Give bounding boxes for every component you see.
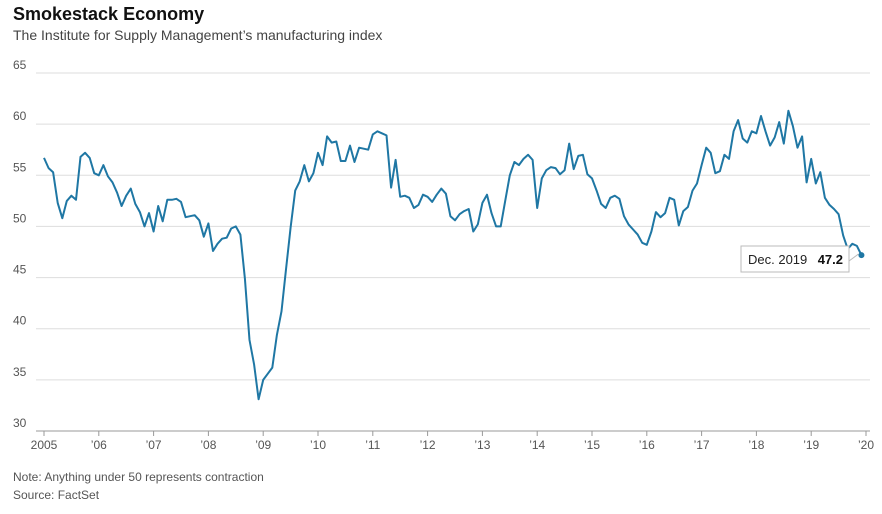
y-tick-label: 40 <box>13 314 27 328</box>
x-tick-label: ’06 <box>91 438 107 452</box>
x-tick-label: ’19 <box>803 438 819 452</box>
footnote: Note: Anything under 50 represents contr… <box>13 470 264 484</box>
source-note: Source: FactSet <box>13 488 100 502</box>
y-tick-label: 45 <box>13 263 27 277</box>
x-tick-label: ’10 <box>310 438 326 452</box>
x-tick-label: ’20 <box>858 438 874 452</box>
chart-title: Smokestack Economy <box>13 4 205 24</box>
x-tick-label: ’09 <box>255 438 271 452</box>
last-value-callout: Dec. 2019 47.2 <box>740 245 859 273</box>
callout-box <box>740 245 850 273</box>
grid-lines <box>36 72 870 432</box>
y-tick-label: 60 <box>13 109 27 123</box>
x-tick-label: ’11 <box>365 438 380 452</box>
x-tick-label: ’14 <box>529 438 545 452</box>
x-tick-label: ’15 <box>584 438 600 452</box>
callout-label: Dec. 2019 <box>748 252 807 267</box>
x-axis-ticks: 2005 ’06 ’07 ’08 ’09 ’10 ’11 ’12 ’13 ’14 ’15 ’16 ’17… <box>31 431 874 452</box>
chart-subtitle: The Institute for Supply Management’s ma… <box>13 27 383 43</box>
x-tick-label: ’08 <box>200 438 216 452</box>
x-tick-label: ’16 <box>639 438 655 452</box>
x-tick-label: 2005 <box>31 438 58 452</box>
y-tick-label: 50 <box>13 211 27 225</box>
x-tick-label: ’07 <box>146 438 162 452</box>
series <box>43 109 865 401</box>
series-line <box>43 109 863 401</box>
y-tick-label: 55 <box>13 160 27 174</box>
y-tick-label: 65 <box>13 58 27 72</box>
y-tick-label: 30 <box>13 416 27 430</box>
callout-leader <box>848 253 859 262</box>
last-point-marker <box>858 252 865 259</box>
x-tick-label: ’18 <box>748 438 764 452</box>
x-tick-label: ’12 <box>420 438 436 452</box>
x-tick-label: ’17 <box>694 438 710 452</box>
y-tick-label: 35 <box>13 365 27 379</box>
y-axis-ticks: 65 60 55 50 45 40 35 30 <box>13 58 27 430</box>
callout-value: 47.2 <box>818 252 843 267</box>
x-tick-label: ’13 <box>474 438 490 452</box>
